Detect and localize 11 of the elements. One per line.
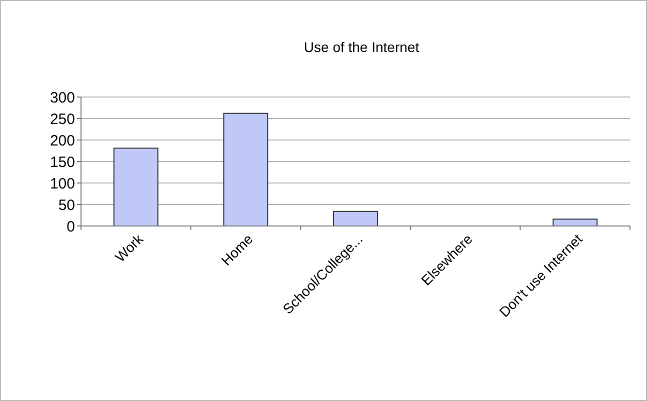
- y-tick-label: 300: [50, 89, 75, 106]
- y-tick-label: 150: [50, 154, 75, 171]
- y-tick-label: 50: [58, 196, 75, 214]
- y-tick-label: 250: [50, 110, 75, 128]
- y-tick-label: 0: [66, 218, 75, 236]
- y-tick-label: 100: [50, 175, 75, 192]
- chart-title: Use of the Internet: [304, 39, 420, 55]
- bar: [333, 210, 378, 226]
- bar: [223, 112, 268, 226]
- bar: [113, 148, 158, 226]
- y-tick-label: 200: [50, 132, 75, 150]
